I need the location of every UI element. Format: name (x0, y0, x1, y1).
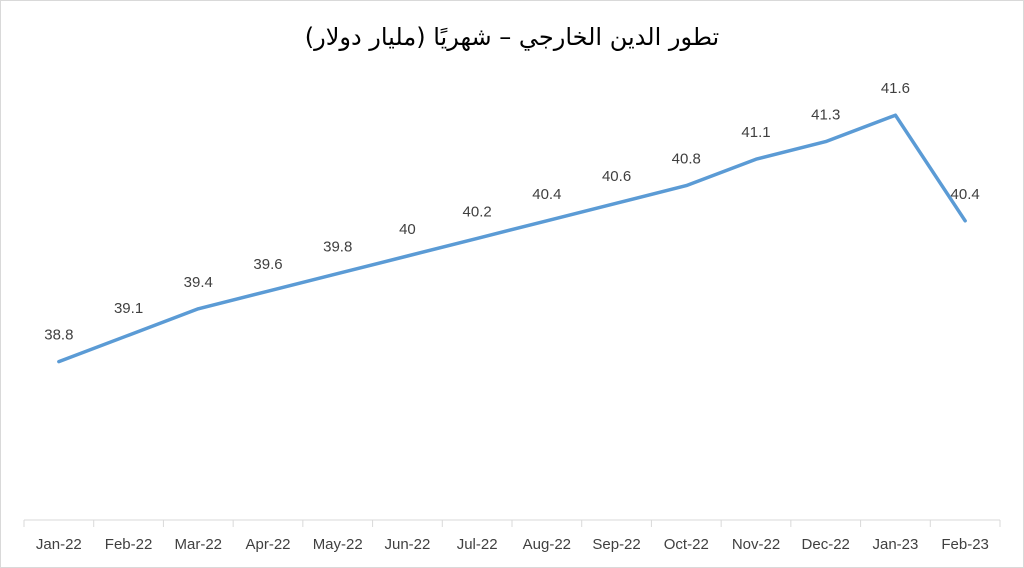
x-tick-label: Sep-22 (592, 536, 640, 553)
x-tick-label: Feb-22 (105, 536, 153, 553)
x-tick-label: Jan-22 (36, 536, 82, 553)
data-label: 38.8 (44, 327, 73, 344)
x-tick-label: Jan-23 (872, 536, 918, 553)
chart-title: تطور الدين الخارجي – شهريًا (مليار دولار… (305, 23, 720, 51)
data-label: 39.4 (184, 274, 213, 291)
x-tick-label: Nov-22 (732, 536, 780, 553)
data-label: 41.6 (881, 80, 910, 97)
data-label: 39.6 (253, 256, 282, 273)
data-label: 40.2 (463, 203, 492, 220)
x-tick-label: May-22 (313, 536, 363, 553)
data-label: 40.4 (532, 186, 561, 203)
x-tick-label: Dec-22 (802, 536, 850, 553)
x-tick-label: Jun-22 (384, 536, 430, 553)
x-tick-label: Oct-22 (664, 536, 709, 553)
data-label: 40.8 (672, 151, 701, 168)
x-tick-label: Jul-22 (457, 536, 498, 553)
x-tick-label: Mar-22 (175, 536, 223, 553)
x-tick-label: Aug-22 (523, 536, 571, 553)
data-label: 40 (399, 221, 416, 238)
data-label: 40.6 (602, 168, 631, 185)
x-tick-label: Feb-23 (941, 536, 989, 553)
series-line (57, 113, 967, 364)
data-label: 40.4 (951, 186, 980, 203)
data-label: 41.1 (741, 124, 770, 141)
data-label: 41.3 (811, 107, 840, 124)
x-tick-label: Apr-22 (245, 536, 290, 553)
data-label: 39.8 (323, 239, 352, 256)
data-label: 39.1 (114, 300, 143, 317)
